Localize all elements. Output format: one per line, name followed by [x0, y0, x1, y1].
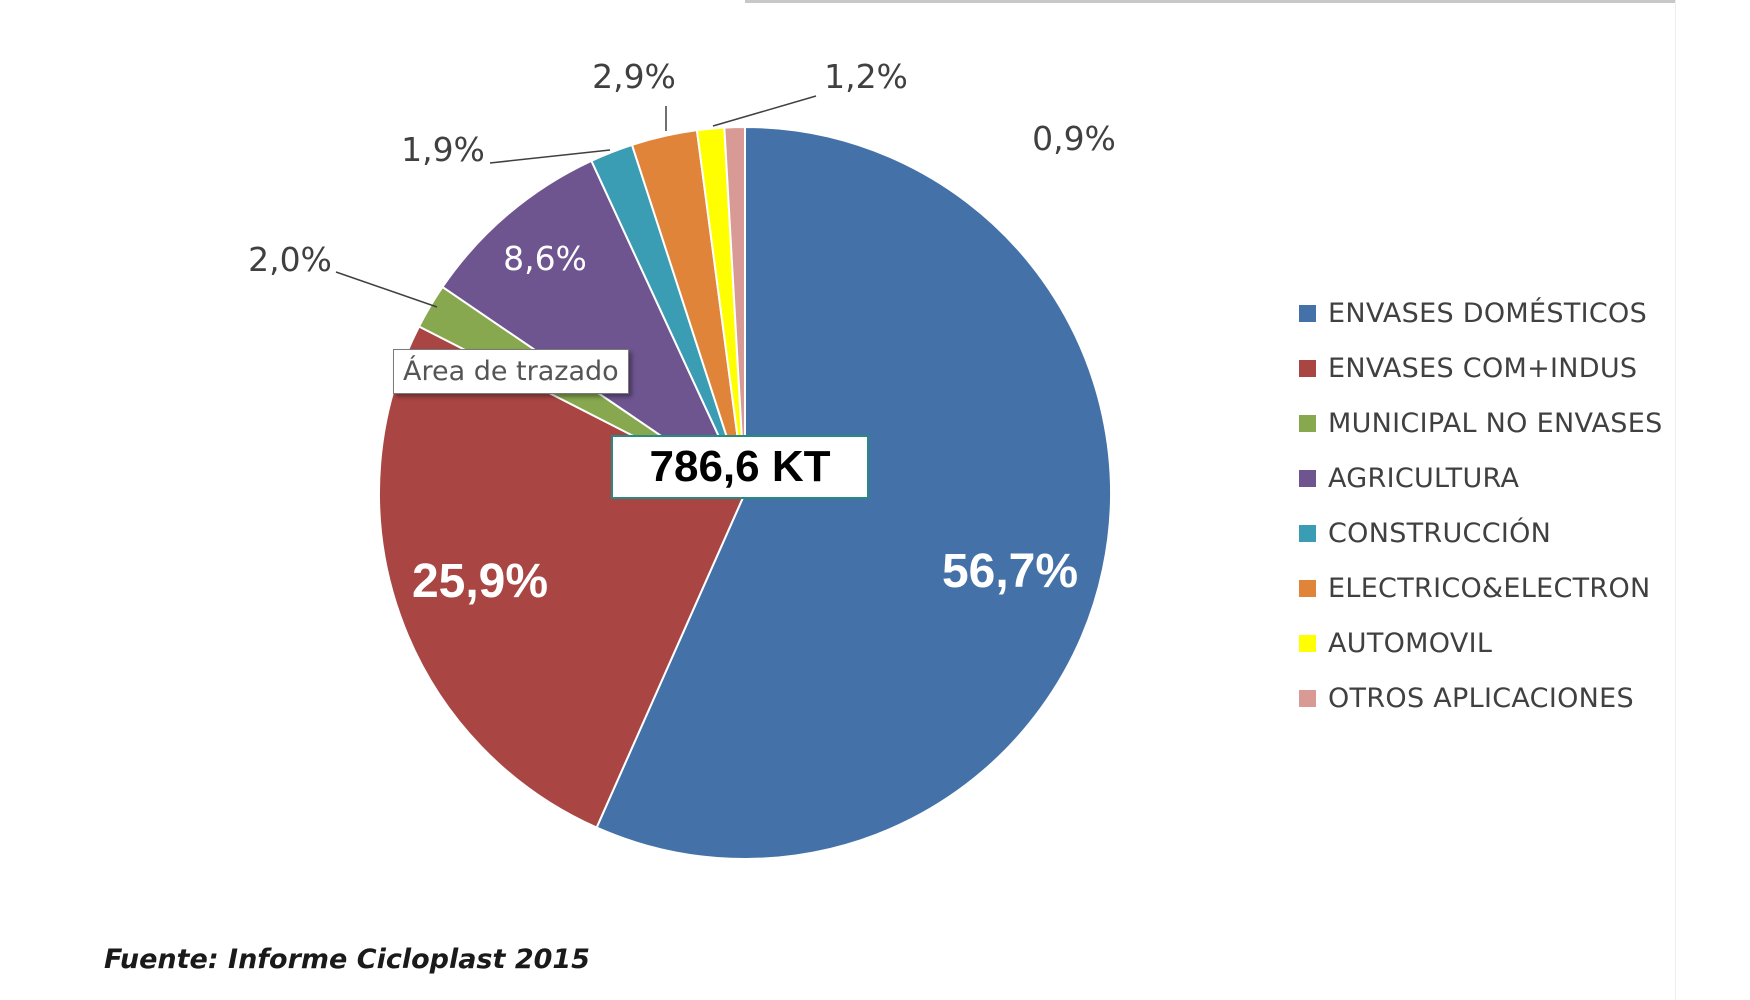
legend-label: MUNICIPAL NO ENVASES: [1328, 408, 1663, 439]
data-labels: 56,7% 25,9% 2,0% 8,6% 1,9% 2,9% 1,2% 0,9%: [248, 57, 1116, 608]
legend-item: ENVASES DOMÉSTICOS: [1299, 286, 1663, 341]
legend-item: CONSTRUCCIÓN: [1299, 506, 1663, 561]
data-label-3: 2,0%: [248, 240, 332, 279]
leader-line-5: [489, 149, 611, 164]
legend-item: AGRICULTURA: [1299, 451, 1663, 506]
plot-area-tooltip: Área de trazado: [393, 349, 629, 394]
legend-label: ENVASES COM+INDUS: [1328, 353, 1638, 384]
legend-swatch: [1299, 415, 1316, 432]
data-label-1: 56,7%: [942, 545, 1078, 598]
pie-slice-8: [723, 125, 746, 494]
leader-lines: [335, 95, 817, 308]
legend-swatch: [1299, 690, 1316, 707]
leader-line-3: [335, 271, 438, 308]
legend-label: ENVASES DOMÉSTICOS: [1328, 298, 1648, 329]
legend-item: AUTOMOVIL: [1299, 616, 1663, 671]
legend-item: ENVASES COM+INDUS: [1299, 341, 1663, 396]
legend-swatch: [1299, 580, 1316, 597]
legend-label: OTROS APLICACIONES: [1328, 683, 1634, 714]
data-label-2: 25,9%: [412, 555, 548, 608]
total-label: 786,6 KT: [611, 435, 869, 499]
leader-line-7: [712, 95, 817, 127]
top-border-line: [745, 0, 1675, 3]
legend: ENVASES DOMÉSTICOS ENVASES COM+INDUS MUNIC…: [1299, 286, 1663, 726]
legend-swatch: [1299, 525, 1316, 542]
data-label-7: 1,2%: [824, 57, 908, 96]
legend-label: AGRICULTURA: [1328, 463, 1520, 494]
legend-swatch: [1299, 635, 1316, 652]
legend-label: AUTOMOVIL: [1328, 628, 1493, 659]
pie-slice-4: [441, 159, 748, 496]
data-label-8: 0,9%: [1032, 119, 1116, 158]
legend-swatch: [1299, 470, 1316, 487]
legend-label: ELECTRICO&ELECTRON: [1328, 573, 1651, 604]
legend-swatch: [1299, 360, 1316, 377]
legend-item: OTROS APLICACIONES: [1299, 671, 1663, 726]
legend-label: CONSTRUCCIÓN: [1328, 518, 1552, 549]
data-label-6: 2,9%: [592, 57, 676, 96]
legend-item: MUNICIPAL NO ENVASES: [1299, 396, 1663, 451]
data-label-5: 1,9%: [401, 130, 485, 169]
source-note: Fuente: Informe Cicloplast 2015: [104, 944, 590, 975]
legend-item: ELECTRICO&ELECTRON: [1299, 561, 1663, 616]
legend-swatch: [1299, 305, 1316, 322]
right-border-line: [1675, 0, 1676, 1000]
data-label-4: 8,6%: [503, 239, 587, 278]
